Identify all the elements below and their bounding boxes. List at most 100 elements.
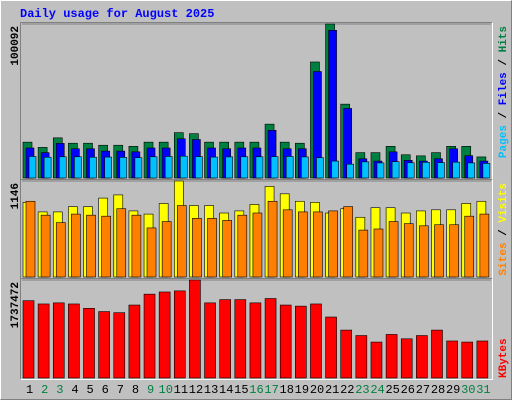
bar: [346, 163, 355, 179]
x-tick-label: 7: [117, 383, 124, 397]
bar: [158, 291, 171, 379]
bar: [434, 224, 444, 278]
bar: [406, 162, 415, 179]
bar: [55, 222, 66, 278]
bar: [328, 29, 337, 179]
bar: [22, 300, 35, 379]
x-tick-label: 13: [204, 383, 218, 397]
legend-entry: Sites: [498, 242, 510, 275]
bar: [252, 212, 263, 278]
bar: [237, 214, 248, 278]
bar: [219, 299, 231, 379]
bar: [234, 299, 247, 379]
bar: [86, 214, 96, 278]
x-tick-label: 2: [41, 383, 48, 397]
bar: [83, 308, 95, 379]
x-tick-label: 11: [174, 383, 188, 397]
legend: Sites / Visits: [498, 183, 510, 275]
bar: [89, 156, 97, 179]
bar: [419, 225, 429, 278]
bar: [189, 279, 201, 379]
legend: Pages / Files / Hits: [498, 26, 510, 158]
panel-bevel: [20, 278, 493, 380]
x-tick-label: 8: [132, 383, 139, 397]
x-tick-label: 27: [416, 383, 430, 397]
bar: [37, 303, 50, 379]
bar: [282, 209, 293, 278]
legend-entry: Hits: [498, 26, 510, 52]
bar: [370, 341, 383, 379]
bar: [43, 156, 52, 179]
panel-bevel: [20, 278, 493, 380]
y-tick-label: 100092: [10, 26, 22, 66]
bar: [249, 302, 262, 379]
bar: [301, 156, 309, 179]
bar: [295, 305, 307, 379]
bar: [68, 303, 80, 379]
x-tick-label: 4: [71, 383, 78, 397]
bar: [270, 156, 279, 179]
bar: [128, 304, 141, 379]
bar: [134, 157, 143, 179]
bar: [58, 156, 67, 179]
x-tick-label: 21: [325, 383, 339, 397]
bar: [479, 213, 490, 278]
x-tick-label: 23: [355, 383, 369, 397]
x-tick-label: 14: [219, 383, 233, 397]
bar: [313, 211, 323, 278]
bar: [403, 223, 414, 278]
bar: [340, 329, 353, 379]
bar: [437, 162, 445, 179]
bar: [222, 220, 232, 278]
bar: [104, 156, 112, 179]
bar: [210, 156, 218, 179]
bar: [310, 303, 322, 379]
x-tick-label: 1: [26, 383, 33, 397]
bar: [28, 156, 37, 179]
x-tick-label: 12: [189, 383, 203, 397]
bar: [25, 200, 36, 278]
bar: [161, 221, 172, 278]
bar: [298, 211, 308, 278]
y-tick-label: 1737472: [10, 282, 22, 328]
bar: [255, 156, 264, 179]
bar: [164, 156, 173, 179]
x-tick-label: 30: [461, 383, 475, 397]
bar: [74, 156, 82, 179]
bar: [131, 214, 142, 278]
bar: [431, 329, 443, 379]
bar: [467, 162, 476, 179]
bar: [391, 161, 400, 179]
bar: [116, 208, 127, 278]
x-tick-label: 3: [56, 383, 63, 397]
bar: [482, 163, 491, 179]
x-tick-label: 16: [249, 383, 263, 397]
x-tick-label: 20: [310, 383, 324, 397]
bar: [464, 215, 475, 278]
bar: [416, 335, 428, 379]
x-tick-label: 10: [159, 383, 173, 397]
bar: [192, 218, 202, 278]
panel-bevel: [20, 179, 493, 279]
bar: [422, 162, 430, 179]
bar: [179, 155, 188, 179]
legend-entry: KBytes: [498, 338, 510, 378]
bar: [285, 156, 294, 179]
bar: [388, 221, 399, 278]
bar: [173, 290, 186, 379]
chart-title: Daily usage for August 2025: [20, 7, 214, 21]
bar: [279, 304, 292, 379]
bar: [98, 311, 110, 379]
bar: [385, 334, 398, 379]
bar: [331, 160, 339, 179]
bar: [52, 302, 65, 379]
bar: [358, 229, 369, 278]
legend-entry: Pages: [498, 125, 510, 158]
legend: KBytes: [498, 338, 510, 378]
bar: [361, 161, 370, 179]
bar: [476, 340, 489, 379]
x-tick-label: 9: [147, 383, 154, 397]
bar: [328, 210, 338, 278]
bar: [240, 156, 249, 179]
